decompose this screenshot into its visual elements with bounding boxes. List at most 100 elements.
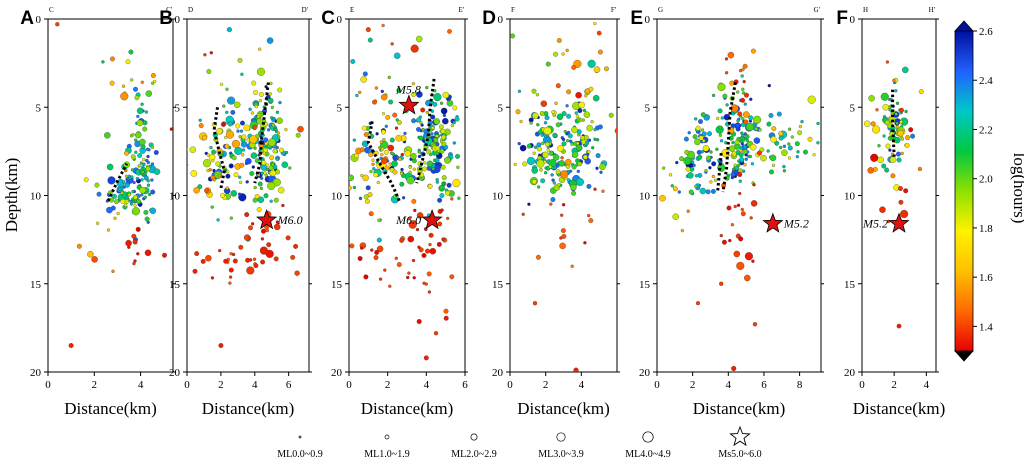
event-point <box>233 172 239 178</box>
event-point <box>200 258 206 264</box>
event-point <box>415 35 423 43</box>
event-point <box>571 64 577 70</box>
y-tick-label: 0 <box>850 14 856 26</box>
event-point <box>577 108 583 114</box>
event-point <box>423 355 429 361</box>
x-tick-label: 0 <box>507 379 513 391</box>
event-point <box>132 239 138 245</box>
event-point <box>136 199 142 204</box>
event-point <box>708 166 712 170</box>
event-point <box>790 135 794 139</box>
event-point <box>275 110 280 114</box>
event-point <box>374 249 380 255</box>
event-point <box>766 121 772 127</box>
event-point <box>355 93 359 98</box>
event-point <box>140 102 144 106</box>
event-point <box>238 244 244 250</box>
event-point <box>249 171 255 176</box>
event-point <box>193 187 200 194</box>
event-point <box>728 145 736 152</box>
event-point <box>238 180 243 185</box>
event-point <box>684 149 690 155</box>
profile-end-label: H' <box>929 6 935 14</box>
event-point <box>774 140 780 146</box>
event-point <box>341 147 346 152</box>
event-point <box>189 146 197 153</box>
event-point <box>704 168 708 173</box>
event-point <box>540 178 546 184</box>
event-point <box>224 143 230 149</box>
event-point <box>113 216 117 220</box>
event-point <box>218 248 222 253</box>
event-point <box>418 135 424 141</box>
event-point <box>285 235 291 241</box>
event-point <box>581 139 586 145</box>
event-point <box>560 213 564 217</box>
event-point <box>256 115 261 119</box>
event-point <box>584 157 591 165</box>
event-point <box>271 162 275 167</box>
event-point <box>456 165 460 169</box>
y-tick-label: 10 <box>169 191 181 203</box>
event-point <box>629 80 634 85</box>
event-point <box>376 180 380 185</box>
event-point <box>586 124 593 132</box>
event-point <box>685 166 691 172</box>
event-point <box>870 121 876 127</box>
event-point <box>142 120 148 126</box>
event-point <box>743 102 747 106</box>
event-point <box>880 92 889 101</box>
event-point <box>575 91 582 99</box>
fault-trace <box>366 121 401 202</box>
event-point <box>728 238 732 243</box>
event-point <box>513 162 517 167</box>
event-point <box>778 131 784 137</box>
event-point <box>180 163 185 168</box>
event-point <box>135 226 141 232</box>
event-point <box>900 151 904 156</box>
event-point <box>408 170 412 175</box>
event-point <box>249 135 258 144</box>
event-point <box>139 138 146 146</box>
event-point <box>223 135 228 140</box>
event-point <box>737 172 743 177</box>
y-tick-label: 0 <box>175 14 181 26</box>
event-point <box>349 174 355 182</box>
event-point <box>408 220 417 229</box>
event-point <box>446 216 450 221</box>
event-point <box>587 150 591 154</box>
event-point <box>210 276 215 280</box>
event-point <box>146 154 150 159</box>
event-point <box>95 221 100 225</box>
event-point <box>343 118 348 123</box>
event-point <box>441 175 447 181</box>
event-point <box>432 158 437 162</box>
event-point <box>778 135 784 141</box>
event-point <box>597 49 603 55</box>
event-point <box>203 53 207 57</box>
x-tick-label: 4 <box>424 379 430 391</box>
event-point <box>266 37 274 44</box>
event-point <box>905 135 911 141</box>
fault-trace <box>721 82 737 193</box>
event-point <box>118 187 122 191</box>
colorbar-tick-label: 2.2 <box>979 124 993 136</box>
legend-label: ML0.0~0.9 <box>277 449 322 460</box>
event-point <box>253 185 257 190</box>
event-point <box>132 180 136 185</box>
event-point <box>741 87 745 91</box>
panel-frame <box>861 18 937 373</box>
event-point <box>798 124 803 129</box>
event-point <box>430 132 434 136</box>
event-point <box>718 133 723 137</box>
event-point <box>614 127 617 134</box>
x-axis-title: Distance(km) <box>64 399 157 418</box>
event-point <box>237 57 243 63</box>
event-point <box>231 155 237 161</box>
event-point <box>686 209 690 213</box>
event-point <box>253 90 259 95</box>
event-point <box>121 84 126 88</box>
event-point <box>551 110 555 114</box>
